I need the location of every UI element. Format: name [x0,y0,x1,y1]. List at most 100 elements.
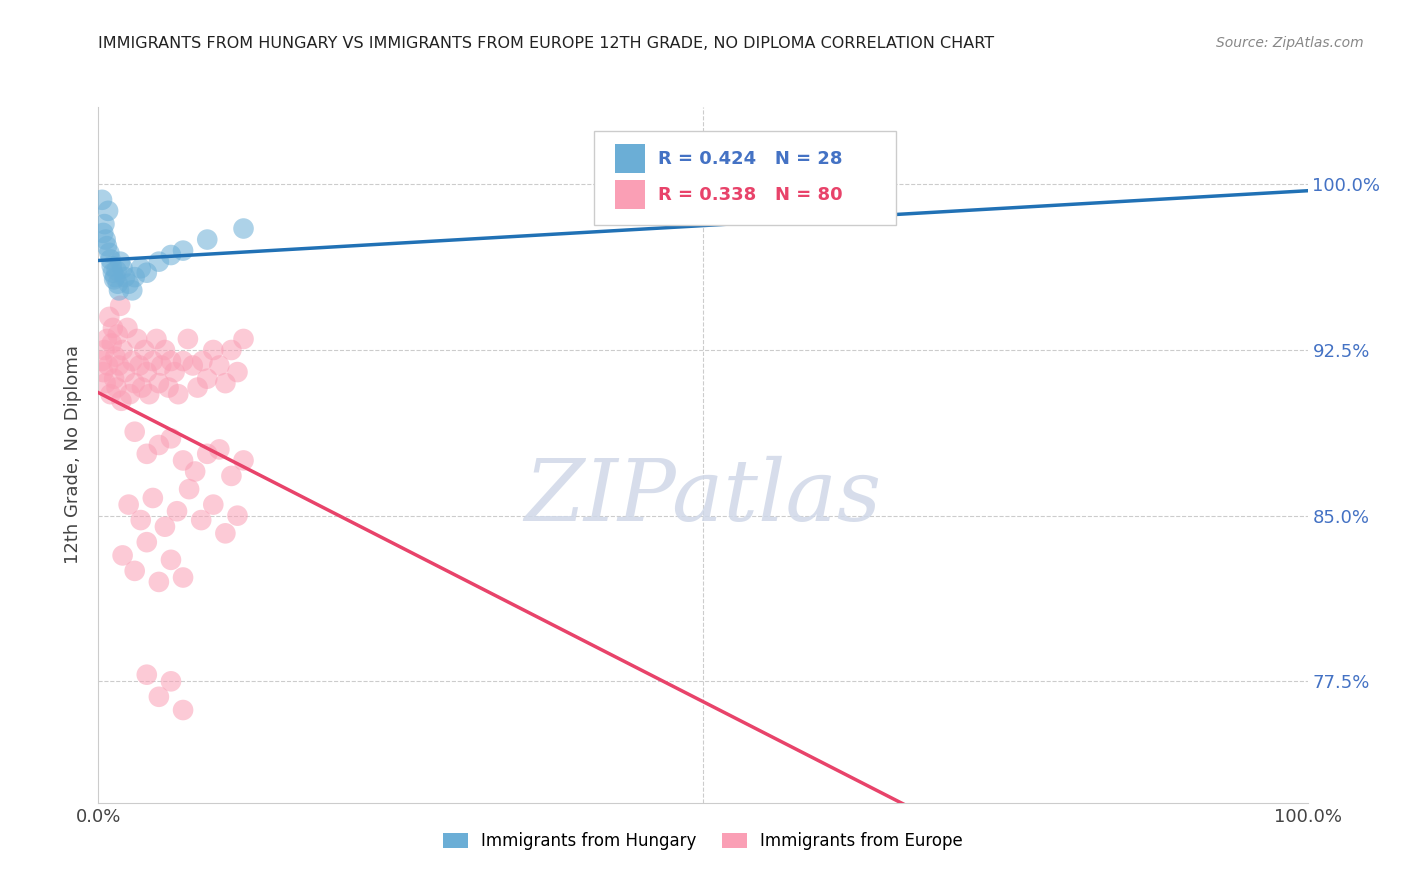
Point [214,376,236,391]
Point [101,266,124,280]
Point [150,359,173,373]
Point [135,667,157,681]
Point [128,359,150,373]
Point [91,226,114,240]
Point [195,447,218,461]
Point [101,321,124,335]
Point [134,343,156,357]
Point [108,254,131,268]
Text: R = 0.424   N = 28: R = 0.424 N = 28 [658,150,842,168]
Y-axis label: 12th Grade, No Diploma: 12th Grade, No Diploma [65,345,83,565]
Point [124,425,146,439]
Point [221,343,243,357]
Point [160,674,183,689]
Point [172,354,194,368]
Text: ZIPatlas: ZIPatlas [524,455,882,538]
Point [124,270,146,285]
Point [127,332,149,346]
Point [104,270,127,285]
Point [214,526,236,541]
Point [142,491,165,505]
Point [177,332,200,346]
Point [187,380,209,394]
Point [111,261,134,276]
Point [100,252,122,267]
Point [226,365,249,379]
Point [114,270,136,285]
Point [232,221,254,235]
Point [190,513,212,527]
Text: Source: ZipAtlas.com: Source: ZipAtlas.com [1216,36,1364,50]
Bar [614,180,645,210]
Point [148,254,170,268]
Point [105,380,128,394]
Point [195,233,218,247]
Point [131,380,153,394]
Point [121,354,143,368]
Point [160,431,183,445]
Point [107,277,129,291]
Point [94,233,117,247]
Point [202,343,225,357]
Point [96,239,118,253]
Point [148,376,170,391]
Point [145,332,167,346]
Point [111,343,134,357]
Point [108,359,131,373]
Point [232,332,254,346]
Point [148,574,170,589]
Point [208,359,231,373]
Point [172,570,194,584]
Point [172,244,194,258]
Point [93,217,115,231]
Point [163,365,186,379]
Point [172,453,194,467]
Text: R = 0.338   N = 80: R = 0.338 N = 80 [658,186,842,203]
Point [124,376,146,391]
Point [91,354,114,368]
Point [108,284,131,298]
Point [179,482,201,496]
Point [226,508,249,523]
Point [166,504,188,518]
Point [118,387,141,401]
Point [91,193,114,207]
Point [153,519,176,533]
Point [157,380,180,394]
Point [118,498,141,512]
Bar [614,144,645,173]
Point [160,354,183,368]
Point [104,350,127,364]
Point [108,299,131,313]
Point [135,535,157,549]
Point [110,393,132,408]
Point [129,513,152,527]
Point [100,336,122,351]
Point [94,376,117,391]
Point [100,259,122,273]
Point [93,343,115,357]
Point [167,387,190,401]
Point [148,690,170,704]
Point [172,703,194,717]
Point [129,261,152,276]
Point [142,354,165,368]
Point [103,372,125,386]
FancyBboxPatch shape [595,131,897,226]
Point [105,263,128,277]
Point [107,327,129,342]
Point [208,442,231,457]
Legend: Immigrants from Hungary, Immigrants from Europe: Immigrants from Hungary, Immigrants from… [436,826,970,857]
Point [195,372,218,386]
Point [118,277,141,291]
Point [135,266,157,280]
Point [191,354,214,368]
Point [103,272,125,286]
Point [221,469,243,483]
Point [117,321,139,335]
Point [97,203,120,218]
Point [98,245,121,260]
Point [232,453,254,467]
Point [160,553,183,567]
Point [181,359,204,373]
